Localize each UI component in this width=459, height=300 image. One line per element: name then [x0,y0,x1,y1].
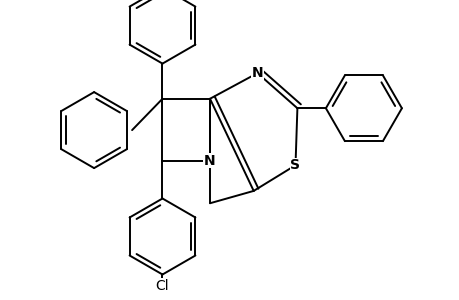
Text: N: N [251,66,263,80]
Text: Cl: Cl [155,279,169,293]
Text: S: S [290,158,300,172]
Text: N: N [204,154,215,167]
